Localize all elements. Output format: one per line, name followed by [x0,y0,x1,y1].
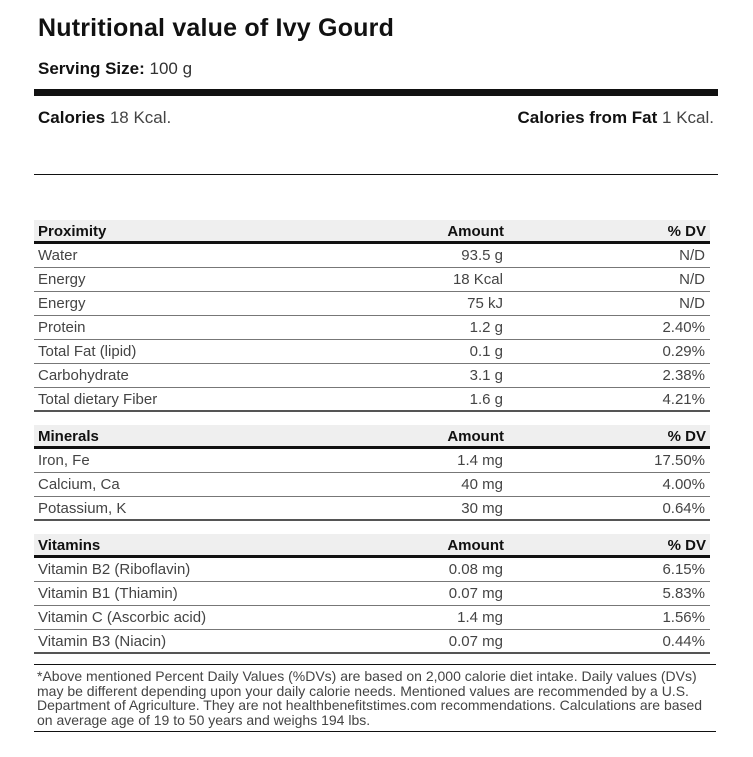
table-row: Water 93.5 g N/D [34,244,710,268]
row-name: Vitamin B3 (Niacin) [38,633,167,650]
serving-size: Serving Size: 100 g [38,59,192,79]
row-dv: 4.21% [662,391,705,408]
row-amount: 40 mg [461,476,503,493]
table-row: Total Fat (lipid) 0.1 g 0.29% [34,340,710,364]
row-dv: 0.64% [662,500,705,517]
row-dv: 2.40% [662,319,705,336]
calories-from-fat: Calories from Fat 1 Kcal. [517,108,714,128]
table-row: Energy 18 Kcal N/D [34,268,710,292]
row-name: Vitamin B2 (Riboflavin) [38,561,191,578]
row-dv: 6.15% [662,561,705,578]
table-row: Protein 1.2 g 2.40% [34,316,710,340]
serving-size-value: 100 g [149,59,193,78]
row-name: Energy [38,295,86,312]
header-name: Proximity [38,223,107,240]
row-name: Vitamin B1 (Thiamin) [38,585,178,602]
calories: Calories 18 Kcal. [38,108,171,128]
thick-divider [34,89,718,96]
serving-size-label: Serving Size: [38,59,145,78]
header-name: Minerals [38,428,99,445]
row-dv: N/D [679,271,705,288]
row-name: Energy [38,271,86,288]
proximity-header: Proximity Amount % DV [34,220,710,244]
row-name: Iron, Fe [38,452,90,469]
row-name: Total dietary Fiber [38,391,158,408]
header-dv: % DV [667,537,706,554]
row-amount: 1.4 mg [457,452,503,469]
end-divider [34,731,716,732]
page-title: Nutritional value of Ivy Gourd [38,14,395,42]
row-amount: 0.07 mg [448,633,503,650]
calories-value: 18 Kcal. [109,108,172,127]
row-dv: 0.44% [662,633,705,650]
row-amount: 18 Kcal [452,271,503,288]
table-row: Vitamin B1 (Thiamin) 0.07 mg 5.83% [34,582,710,606]
row-dv: 2.38% [662,367,705,384]
row-dv: N/D [679,295,705,312]
vitamins-table: Vitamins Amount % DV Vitamin B2 (Ribofla… [34,534,710,654]
row-dv: 1.56% [662,609,705,626]
row-amount: 30 mg [461,500,503,517]
minerals-table: Minerals Amount % DV Iron, Fe 1.4 mg 17.50… [34,425,710,521]
divider [34,174,718,175]
row-name: Protein [38,319,86,336]
row-dv: 5.83% [662,585,705,602]
row-name: Carbohydrate [38,367,129,384]
table-row: Vitamin C (Ascorbic acid) 1.4 mg 1.56% [34,606,710,630]
row-amount: 0.07 mg [448,585,503,602]
calories-fat-value: 1 Kcal. [662,108,714,127]
header-amount: Amount [447,428,504,445]
header-name: Vitamins [38,537,101,554]
calories-label: Calories [38,108,106,127]
header-dv: % DV [667,223,706,240]
row-dv: 0.29% [662,343,705,360]
minerals-header: Minerals Amount % DV [34,425,710,449]
table-row: Iron, Fe 1.4 mg 17.50% [34,449,710,473]
row-amount: 1.2 g [469,319,503,336]
table-row: Potassium, K 30 mg 0.64% [34,497,710,521]
row-amount: 0.1 g [469,343,503,360]
table-row: Vitamin B2 (Riboflavin) 0.08 mg 6.15% [34,558,710,582]
proximity-table: Proximity Amount % DV Water 93.5 g N/D Ene… [34,220,710,412]
header-amount: Amount [447,223,504,240]
row-amount: 1.4 mg [457,609,503,626]
row-amount: 1.6 g [469,391,503,408]
row-dv: 17.50% [654,452,705,469]
calories-fat-label: Calories from Fat [517,108,658,127]
vitamins-header: Vitamins Amount % DV [34,534,710,558]
footnote: *Above mentioned Percent Daily Values (%… [37,668,703,728]
row-name: Total Fat (lipid) [38,343,137,360]
row-name: Vitamin C (Ascorbic acid) [38,609,207,626]
row-name: Potassium, K [38,500,127,517]
footnote-divider [34,664,716,665]
row-amount: 75 kJ [467,295,503,312]
table-row: Vitamin B3 (Niacin) 0.07 mg 0.44% [34,630,710,654]
header-amount: Amount [447,537,504,554]
table-row: Total dietary Fiber 1.6 g 4.21% [34,388,710,412]
table-row: Energy 75 kJ N/D [34,292,710,316]
row-amount: 3.1 g [469,367,503,384]
row-amount: 93.5 g [461,247,503,264]
row-dv: N/D [679,247,705,264]
header-dv: % DV [667,428,706,445]
table-row: Calcium, Ca 40 mg 4.00% [34,473,710,497]
row-amount: 0.08 mg [448,561,503,578]
table-row: Carbohydrate 3.1 g 2.38% [34,364,710,388]
row-dv: 4.00% [662,476,705,493]
row-name: Water [38,247,78,264]
row-name: Calcium, Ca [38,476,120,493]
